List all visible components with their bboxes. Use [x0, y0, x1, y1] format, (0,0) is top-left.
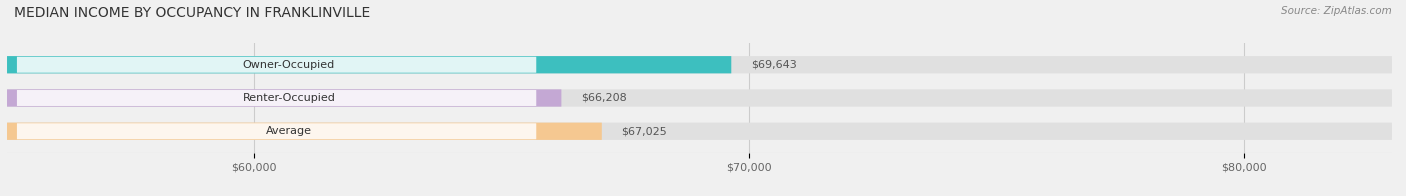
FancyBboxPatch shape	[7, 123, 602, 140]
FancyBboxPatch shape	[17, 57, 536, 73]
Text: MEDIAN INCOME BY OCCUPANCY IN FRANKLINVILLE: MEDIAN INCOME BY OCCUPANCY IN FRANKLINVI…	[14, 6, 370, 20]
Text: $66,208: $66,208	[581, 93, 627, 103]
Text: $67,025: $67,025	[621, 126, 668, 136]
Text: Average: Average	[266, 126, 312, 136]
FancyBboxPatch shape	[17, 90, 536, 106]
FancyBboxPatch shape	[7, 89, 561, 107]
Text: $69,643: $69,643	[751, 60, 797, 70]
FancyBboxPatch shape	[7, 56, 1392, 73]
FancyBboxPatch shape	[17, 123, 536, 139]
Text: Owner-Occupied: Owner-Occupied	[243, 60, 335, 70]
Text: Renter-Occupied: Renter-Occupied	[242, 93, 336, 103]
Text: Source: ZipAtlas.com: Source: ZipAtlas.com	[1281, 6, 1392, 16]
FancyBboxPatch shape	[7, 56, 731, 73]
FancyBboxPatch shape	[7, 89, 1392, 107]
FancyBboxPatch shape	[7, 123, 1392, 140]
